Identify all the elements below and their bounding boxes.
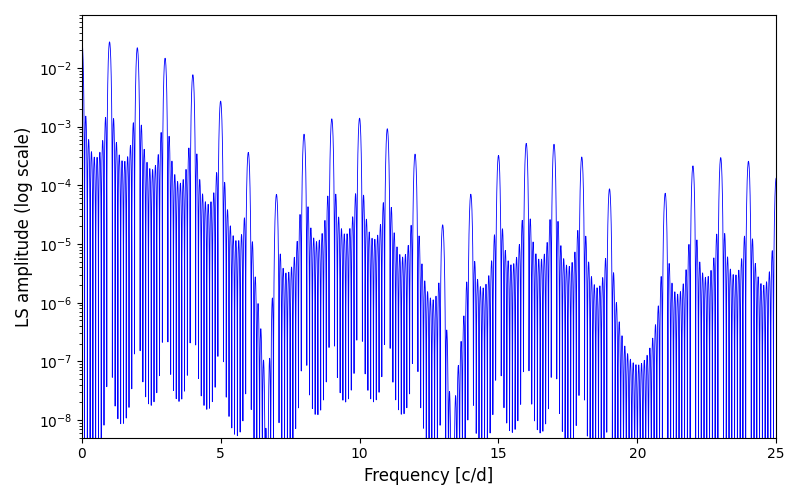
- Y-axis label: LS amplitude (log scale): LS amplitude (log scale): [15, 126, 33, 326]
- X-axis label: Frequency [c/d]: Frequency [c/d]: [364, 467, 494, 485]
